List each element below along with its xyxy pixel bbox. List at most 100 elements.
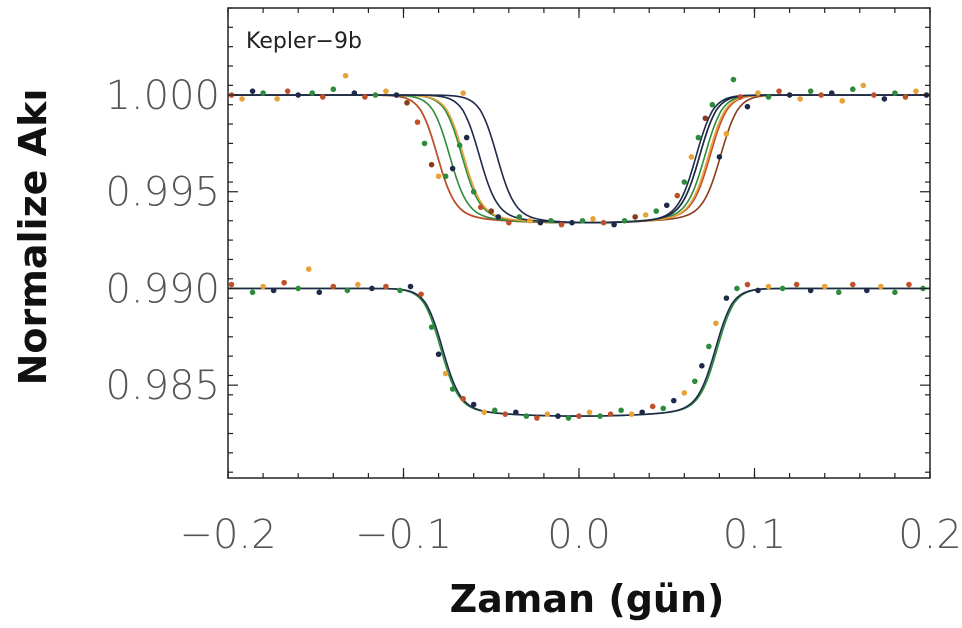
upper-data-point-32 — [516, 214, 523, 220]
upper-data-point-59 — [765, 94, 772, 100]
upper-data-point-68 — [860, 82, 867, 89]
upper-data-point-43 — [632, 214, 638, 220]
plot-area — [227, 7, 931, 479]
lower-model-curve-2 — [228, 287, 930, 417]
lower-data-point-62 — [906, 281, 912, 288]
lower-data-point-36 — [607, 411, 614, 417]
lower-data-point-10 — [330, 283, 337, 290]
x-tick-label: 0.2 — [898, 512, 962, 558]
lower-data-point-17 — [418, 291, 424, 298]
lower-data-point-12 — [355, 281, 361, 288]
lower-data-point-27 — [513, 409, 519, 416]
lower-data-point-40 — [649, 403, 656, 410]
lower-data-point-60 — [878, 283, 884, 290]
lower-data-point-33 — [576, 413, 582, 419]
upper-data-point-35 — [548, 217, 554, 224]
upper-data-point-73 — [913, 88, 919, 94]
lower-data-point-54 — [793, 281, 800, 288]
lower-data-point-28 — [523, 413, 530, 419]
upper-data-point-50 — [695, 134, 702, 141]
lower-data-point-52 — [765, 283, 772, 290]
lower-data-point-15 — [397, 287, 403, 294]
lower-data-point-11 — [344, 287, 351, 294]
y-tick-label: 1.000 — [105, 73, 220, 119]
lower-data-point-48 — [723, 295, 730, 301]
upper-data-point-18 — [414, 119, 421, 125]
upper-data-point-52 — [709, 101, 716, 108]
upper-data-point-62 — [797, 96, 803, 102]
lower-data-point-7 — [295, 285, 302, 292]
upper-data-point-45 — [653, 208, 660, 214]
upper-data-point-12 — [351, 90, 358, 96]
lower-data-point-19 — [435, 351, 442, 358]
lower-data-point-35 — [597, 413, 603, 419]
upper-data-point-63 — [807, 88, 814, 94]
lower-data-point-44 — [692, 378, 698, 385]
upper-model-curve-2 — [228, 94, 930, 224]
upper-data-point-49 — [688, 154, 695, 160]
lower-data-point-34 — [586, 409, 593, 416]
lower-data-point-39 — [639, 409, 645, 416]
lower-data-point-47 — [713, 320, 719, 327]
upper-data-point-34 — [537, 219, 544, 226]
upper-data-point-54 — [723, 130, 730, 137]
upper-data-point-42 — [621, 217, 628, 224]
upper-data-point-17 — [404, 99, 410, 106]
upper-data-point-67 — [849, 86, 856, 93]
upper-data-point-13 — [362, 94, 368, 100]
lower-data-point-22 — [460, 395, 466, 402]
upper-data-point-9 — [319, 94, 326, 100]
lower-data-point-13 — [369, 285, 375, 292]
upper-data-point-64 — [818, 92, 824, 98]
upper-data-point-55 — [730, 76, 737, 83]
upper-data-point-8 — [309, 90, 316, 96]
upper-data-point-51 — [702, 115, 709, 122]
upper-data-point-21 — [435, 173, 442, 180]
lower-data-point-55 — [807, 287, 814, 294]
lower-data-point-20 — [442, 370, 449, 377]
upper-data-point-5 — [274, 96, 280, 102]
upper-data-point-23 — [449, 165, 456, 172]
upper-data-point-38 — [579, 217, 586, 224]
upper-data-point-3 — [249, 88, 256, 94]
upper-data-point-56 — [737, 94, 744, 100]
lower-model-curve-1 — [228, 287, 930, 417]
upper-data-point-24 — [456, 142, 463, 149]
upper-data-point-16 — [393, 92, 400, 98]
lower-data-point-1 — [228, 281, 235, 288]
upper-data-point-60 — [776, 88, 782, 94]
lower-data-point-21 — [449, 386, 456, 392]
y-axis-title: Normalize Akı — [11, 89, 55, 386]
lower-data-point-37 — [618, 407, 624, 414]
lower-data-point-57 — [835, 289, 842, 296]
lower-data-point-30 — [544, 411, 551, 417]
x-tick-label: −0.1 — [355, 512, 452, 558]
lower-data-point-58 — [849, 281, 856, 288]
lower-data-point-51 — [755, 287, 761, 294]
upper-data-point-58 — [755, 90, 761, 96]
upper-model-curve-1 — [228, 94, 930, 224]
upper-data-point-40 — [600, 219, 607, 226]
y-tick-label: 0.995 — [105, 170, 220, 216]
upper-data-point-57 — [744, 103, 751, 110]
lower-data-point-45 — [699, 363, 705, 369]
lower-data-point-38 — [628, 411, 635, 417]
upper-data-point-66 — [839, 98, 846, 104]
lower-data-point-3 — [249, 289, 256, 296]
upper-model-curve-3 — [228, 94, 930, 224]
upper-data-point-72 — [902, 94, 909, 100]
y-tick-label: 0.985 — [105, 363, 220, 409]
x-tick-label: −0.2 — [179, 512, 276, 558]
upper-data-point-48 — [681, 179, 688, 185]
upper-data-point-70 — [881, 96, 888, 102]
upper-data-point-39 — [590, 216, 596, 222]
lower-data-point-16 — [407, 283, 414, 290]
upper-data-point-29 — [488, 208, 495, 214]
lower-data-point-50 — [744, 281, 751, 288]
lower-data-point-56 — [821, 283, 828, 290]
plot-frame — [227, 7, 931, 479]
upper-data-point-53 — [716, 154, 723, 160]
lower-data-point-42 — [670, 397, 677, 404]
lower-data-point-41 — [660, 405, 667, 412]
